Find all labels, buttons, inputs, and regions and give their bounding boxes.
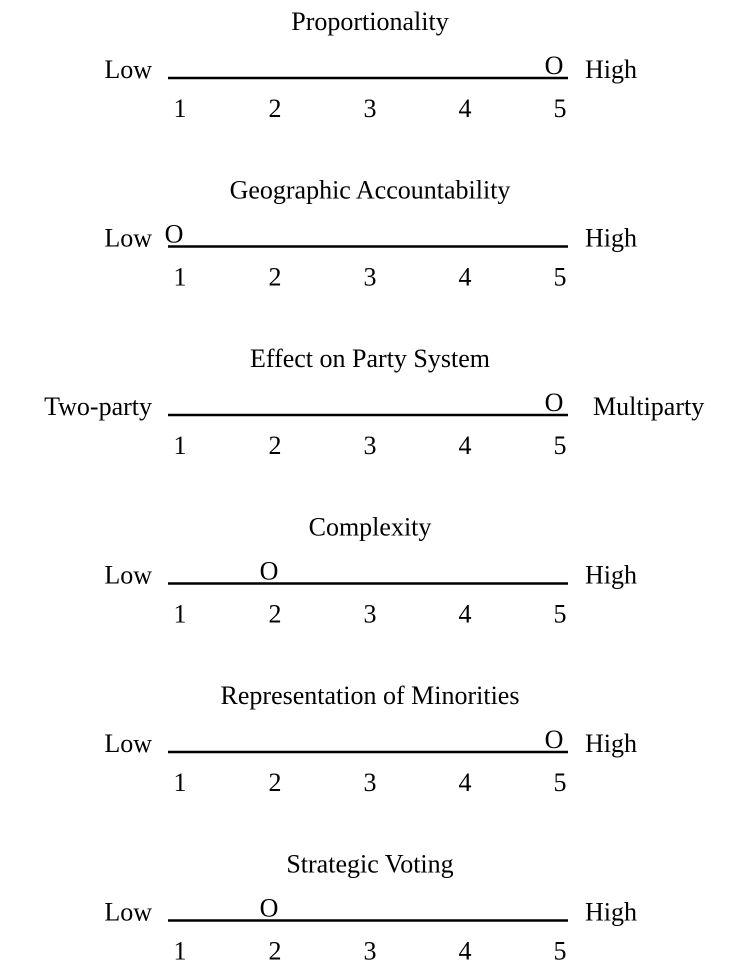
high-label: High xyxy=(585,898,637,927)
tick-label: 3 xyxy=(364,263,377,292)
scale-title: Proportionality xyxy=(291,7,448,36)
tick-label: 1 xyxy=(174,94,187,123)
high-label: High xyxy=(585,561,637,590)
high-label: High xyxy=(585,729,637,758)
low-label: Two-party xyxy=(44,392,152,421)
tick-label: 4 xyxy=(459,263,472,292)
tick-label: 2 xyxy=(269,94,282,123)
tick-label: 2 xyxy=(269,600,282,629)
rating-marker: O xyxy=(545,725,564,754)
tick-label: 2 xyxy=(269,768,282,797)
low-label: Low xyxy=(104,561,152,590)
low-label: Low xyxy=(104,224,152,253)
tick-label: 5 xyxy=(554,94,567,123)
tick-label: 3 xyxy=(364,94,377,123)
rating-marker: O xyxy=(260,557,279,586)
rating-marker: O xyxy=(545,388,564,417)
tick-label: 1 xyxy=(174,263,187,292)
tick-label: 3 xyxy=(364,600,377,629)
low-label: Low xyxy=(104,55,152,84)
tick-label: 2 xyxy=(269,431,282,460)
tick-label: 2 xyxy=(269,263,282,292)
high-label: Multiparty xyxy=(593,392,704,421)
tick-label: 5 xyxy=(554,768,567,797)
rating-marker: O xyxy=(165,220,184,249)
tick-label: 5 xyxy=(554,600,567,629)
tick-label: 4 xyxy=(459,94,472,123)
tick-label: 1 xyxy=(174,768,187,797)
scale-title: Strategic Voting xyxy=(286,850,453,879)
scale-title: Geographic Accountability xyxy=(230,176,511,205)
tick-label: 3 xyxy=(364,937,377,966)
rating-marker: O xyxy=(260,894,279,923)
low-label: Low xyxy=(104,729,152,758)
tick-label: 3 xyxy=(364,768,377,797)
low-label: Low xyxy=(104,898,152,927)
tick-label: 1 xyxy=(174,431,187,460)
tick-label: 5 xyxy=(554,263,567,292)
tick-label: 1 xyxy=(174,937,187,966)
tick-label: 5 xyxy=(554,431,567,460)
tick-label: 5 xyxy=(554,937,567,966)
scale-title: Representation of Minorities xyxy=(221,681,520,710)
tick-label: 4 xyxy=(459,937,472,966)
tick-label: 1 xyxy=(174,600,187,629)
scale-title: Effect on Party System xyxy=(250,344,490,373)
tick-label: 3 xyxy=(364,431,377,460)
high-label: High xyxy=(585,55,637,84)
tick-label: 4 xyxy=(459,600,472,629)
scale-title: Complexity xyxy=(309,513,432,542)
tick-label: 4 xyxy=(459,431,472,460)
rating-marker: O xyxy=(545,51,564,80)
tick-label: 4 xyxy=(459,768,472,797)
high-label: High xyxy=(585,224,637,253)
tick-label: 2 xyxy=(269,937,282,966)
